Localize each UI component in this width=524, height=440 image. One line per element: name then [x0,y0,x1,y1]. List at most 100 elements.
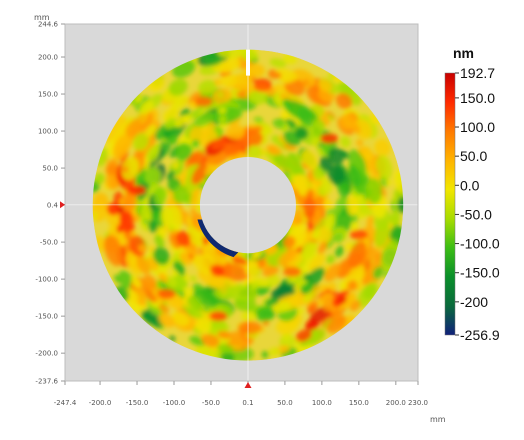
surface-cell [338,296,347,305]
surface-cell [171,311,190,326]
surface-cell [234,72,254,86]
surface-cell [301,150,318,169]
surface-high-spot [128,185,147,196]
surface-cell [326,315,347,334]
surface-cell [152,246,170,266]
surface-cell [164,117,177,130]
surface-cell [239,129,263,147]
surface-cell [340,136,351,148]
surface-cell [365,247,379,261]
y-tick-label: 200.0 [38,54,58,62]
surface-cell [318,79,332,92]
surface-cell [190,192,199,208]
surface-cell [246,145,262,159]
colorbar-label: -150.0 [460,265,500,281]
colorbar-label: -50.0 [460,206,492,222]
surface-cell [328,147,345,165]
surface-cell [372,266,384,280]
surface-cell [201,244,228,266]
surface-cell [312,167,324,181]
surface-cell [139,100,154,115]
surface-cell [158,303,170,314]
cursor-notch-marker [246,49,251,76]
surface-cell [174,114,190,128]
y-tick-label: -200.0 [35,350,58,358]
surface-cell [217,42,249,59]
surface-cell [187,226,204,247]
surface-cell [145,124,157,138]
surface-cell [274,72,282,79]
x-tick-label: 50.0 [277,399,293,407]
colorbar-label: 0.0 [460,177,480,193]
x-tick-label: 150.0 [349,399,369,407]
surface-cell [282,332,292,341]
surface-cell [249,281,261,290]
plot-frame [64,23,419,382]
surface-cell [163,107,179,123]
colorbar-unit: nm [453,45,474,61]
surface-cell [336,82,362,106]
surface-cell [148,76,165,92]
surface-cell [254,286,269,296]
x-cursor-marker[interactable] [244,382,252,388]
x-tick-label: 100.0 [312,399,332,407]
surface-cell [306,188,315,199]
colorbar-label: 150.0 [460,90,495,106]
surface-cell [225,284,258,302]
y-tick-label: -50.0 [40,239,58,247]
surface-cell [354,119,372,140]
surface-cell [142,274,157,290]
surface-cell [158,313,175,328]
surface-cell [363,284,377,300]
y-tick-label: 244.6 [38,21,59,29]
surface-cell [132,132,150,151]
x-tick-label: 200.0 [386,399,406,407]
surface-cell [328,72,335,79]
colorbar-gradient [444,72,456,336]
surface-cell [268,347,281,357]
y-tick-label: 100.0 [38,128,58,136]
surface-cell [272,118,285,129]
surface-cell [194,346,209,356]
surface-cell [346,279,358,291]
surface-cell [308,304,318,312]
surface-cell [348,165,361,187]
surface-cell [160,206,175,228]
surface-cell [302,241,318,260]
surface-cell [369,112,382,125]
surface-cell [241,311,257,321]
surface-cell [334,232,344,244]
surface-cell [179,252,192,265]
surface-cell [300,282,314,295]
x-tick-label: -200.0 [89,399,112,407]
surface-cell [264,243,278,256]
y-cursor-marker[interactable] [60,201,65,209]
surface-cell [312,228,320,241]
surface-cell [96,147,108,167]
surface-cell [172,185,189,204]
surface-cell [266,144,282,156]
surface-cell [318,283,328,293]
surface-cell [252,250,264,257]
surface-cell [193,112,215,127]
surface-cell [179,108,191,118]
surface-cell [138,243,147,253]
surface-high-spot [209,311,228,322]
surface-cell [303,291,316,302]
y-axis-unit: mm [34,13,50,22]
surface-cell [198,79,217,96]
surface-cell [276,317,299,335]
surface-cell [140,310,152,321]
surface-cell [374,139,391,157]
surface-cell [343,151,350,159]
surface-cell [168,135,179,145]
surface-cell [389,211,401,226]
surface-cell [309,253,326,272]
surface-cell [394,169,407,193]
surface-cell [112,134,131,160]
surface-cell [190,275,197,282]
surface-cell [135,95,143,103]
surface-cell [311,137,321,147]
x-tick-label: 0.1 [242,399,253,407]
